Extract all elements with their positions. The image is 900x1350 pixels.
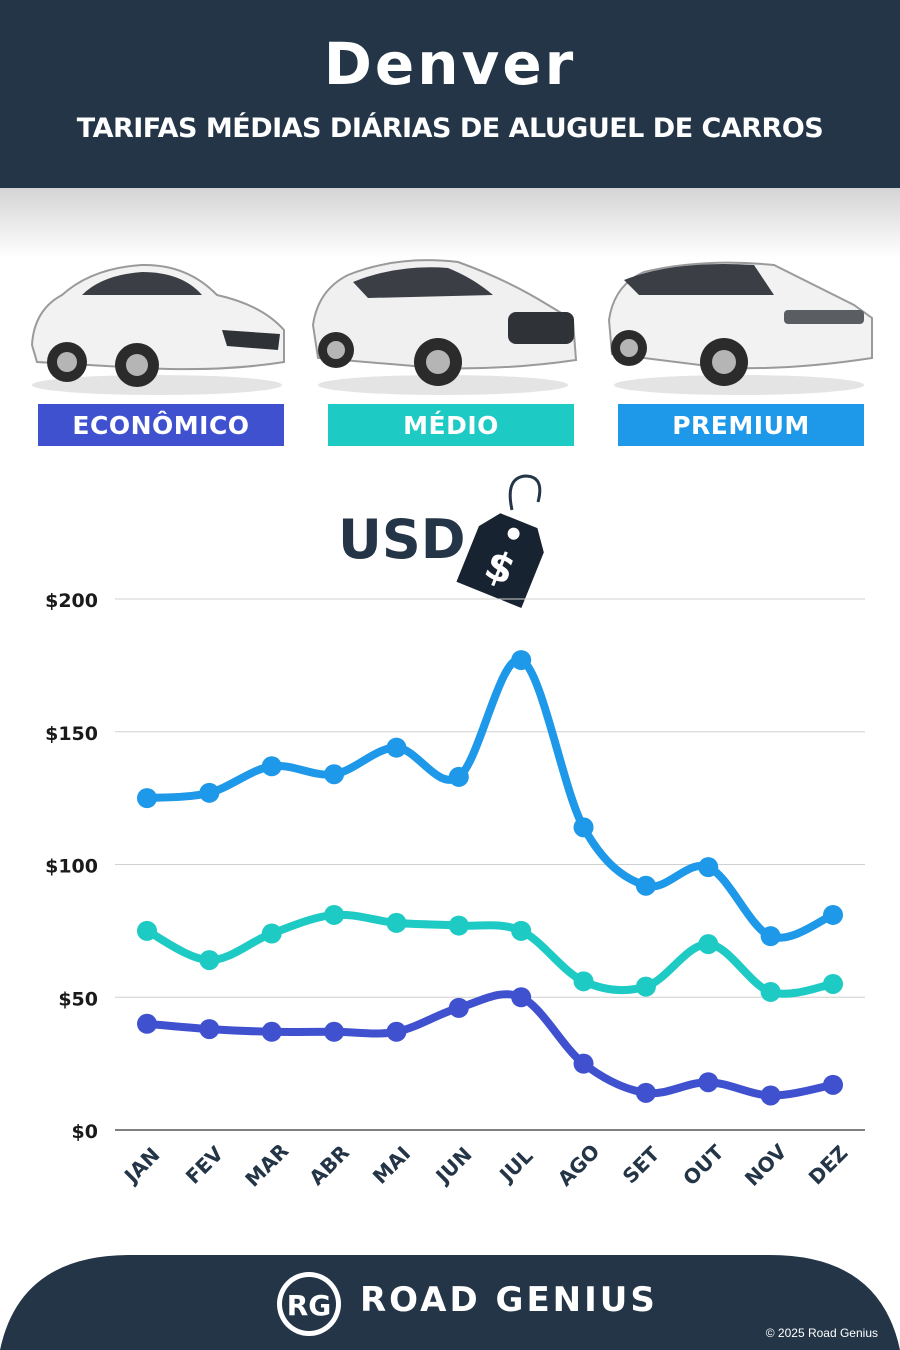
data-point	[573, 971, 594, 992]
x-tick-label: OUT	[678, 1140, 728, 1190]
copyright-text: © 2025 Road Genius	[765, 1326, 878, 1340]
x-tick-label: JUN	[430, 1142, 477, 1189]
footer-banner	[0, 1255, 900, 1350]
data-point	[448, 766, 469, 787]
data-point	[261, 756, 282, 777]
data-point	[635, 976, 656, 997]
data-point	[573, 1053, 594, 1074]
data-point	[386, 1021, 407, 1042]
data-point	[698, 1072, 719, 1093]
page-title: Denver	[323, 30, 577, 98]
x-tick-label: ABR	[304, 1140, 354, 1190]
data-point	[511, 650, 532, 671]
x-tick-label: FEV	[181, 1141, 229, 1189]
midsize-car-image	[311, 259, 578, 395]
y-tick-label: $150	[45, 723, 98, 745]
x-tick-label: MAR	[240, 1139, 293, 1192]
price-tag-icon: $	[456, 474, 544, 608]
premium-car-image	[607, 261, 873, 395]
data-point	[137, 920, 157, 941]
economy-car-image	[30, 263, 285, 395]
data-point	[698, 934, 719, 955]
data-point	[760, 1085, 781, 1106]
x-tick-label: DEZ	[804, 1141, 853, 1190]
page-subtitle: TARIFAS MÉDIAS DIÁRIAS DE ALUGUEL DE CAR…	[76, 113, 824, 144]
data-point	[386, 737, 407, 758]
data-point	[573, 817, 594, 838]
road-genius-logo: RG	[277, 1272, 341, 1336]
currency-label: USD	[338, 508, 466, 571]
data-point	[511, 920, 532, 941]
data-point	[698, 857, 719, 878]
x-tick-label: NOV	[740, 1139, 792, 1191]
data-point	[199, 782, 220, 803]
data-point	[261, 1021, 282, 1042]
data-point	[448, 915, 469, 936]
data-point	[448, 997, 469, 1018]
brand-name: ROAD GENIUS	[360, 1280, 658, 1320]
data-point	[386, 912, 407, 933]
header-shadow	[0, 188, 900, 258]
y-tick-label: $100	[45, 856, 98, 878]
data-point	[511, 987, 532, 1008]
badge-economy: ECONÔMICO	[38, 404, 284, 446]
badge-premium: PREMIUM	[618, 404, 864, 446]
x-tick-label: JAN	[118, 1143, 164, 1189]
x-tick-label: MAI	[368, 1141, 415, 1188]
data-point	[760, 981, 781, 1002]
data-point	[199, 950, 220, 971]
data-point	[261, 923, 282, 944]
x-tick-label: SET	[618, 1142, 665, 1189]
data-point	[324, 1021, 345, 1042]
data-point	[635, 875, 656, 896]
data-point	[823, 1074, 843, 1095]
data-point	[324, 764, 345, 785]
y-tick-label: $50	[58, 988, 98, 1010]
x-tick-label: AGO	[553, 1139, 605, 1191]
data-point	[760, 926, 781, 947]
data-point	[137, 1013, 157, 1034]
y-tick-label: $0	[72, 1121, 98, 1143]
series-line	[143, 656, 837, 942]
badge-midsize: MÉDIO	[328, 404, 574, 446]
data-point	[324, 904, 345, 925]
x-tick-label: JUL	[493, 1144, 537, 1188]
y-tick-label: $200	[45, 590, 98, 612]
data-point	[199, 1019, 220, 1040]
line-chart: $0 $50 $100 $150 $200 JAN FEV MAR ABR MAI JUN JUL AG…	[45, 590, 865, 1192]
data-point	[635, 1082, 656, 1103]
series-line	[143, 990, 837, 1100]
series-line	[143, 910, 837, 998]
data-point	[137, 788, 157, 809]
data-point	[823, 904, 843, 925]
logo-text: RG	[287, 1289, 332, 1322]
data-point	[823, 973, 843, 994]
header-banner: Denver TARIFAS MÉDIAS DIÁRIAS DE ALUGUEL…	[0, 0, 900, 188]
